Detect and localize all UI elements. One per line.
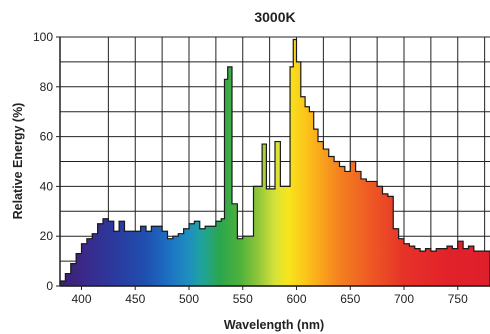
x-tick-labels: 400 450 500 550 600 650 700 750: [71, 292, 468, 306]
x-tick-label: 400: [71, 292, 91, 306]
y-tick-label: 20: [40, 229, 54, 243]
x-tick-label: 750: [448, 292, 468, 306]
y-tick-label: 60: [40, 130, 54, 144]
x-tick-label: 550: [233, 292, 253, 306]
y-tick-label: 0: [46, 279, 53, 293]
axes: [56, 36, 490, 290]
y-tick-label: 40: [40, 179, 54, 193]
x-tick-label: 650: [340, 292, 360, 306]
x-tick-label: 450: [125, 292, 145, 306]
x-axis-title: Wavelength (nm): [224, 318, 324, 332]
x-tick-label: 600: [286, 292, 306, 306]
chart-title: 3000K: [254, 9, 295, 25]
y-tick-label: 80: [40, 80, 54, 94]
spectrum-area: [59, 38, 490, 287]
x-tick-label: 700: [394, 292, 414, 306]
y-tick-label: 100: [33, 30, 53, 44]
y-tick-labels: 0 20 40 60 80 100: [33, 30, 53, 293]
y-axis-title: Relative Energy (%): [11, 103, 25, 220]
spectrum-area-layer: [59, 38, 490, 287]
x-tick-label: 500: [179, 292, 199, 306]
